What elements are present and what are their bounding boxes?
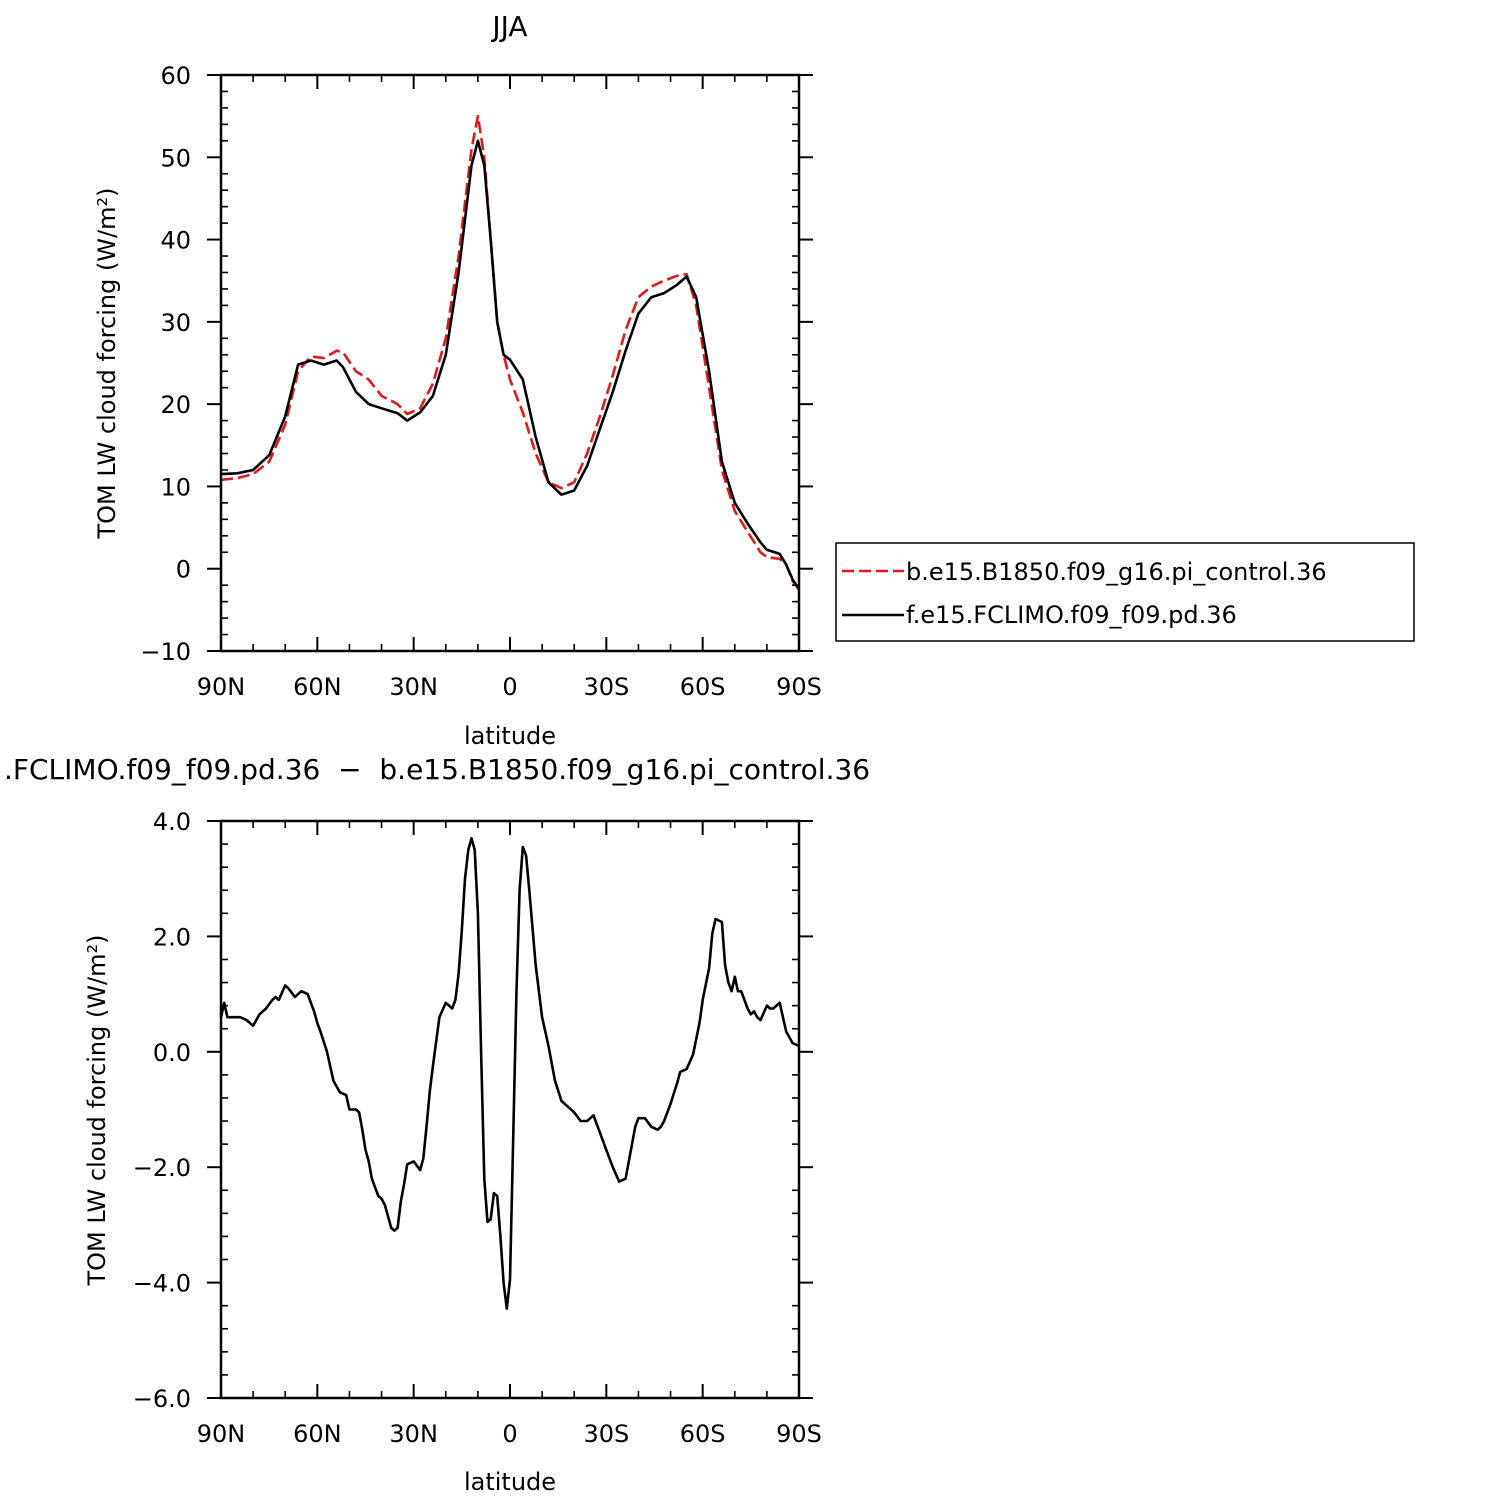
top-x-tick-label: 90S: [776, 673, 822, 701]
top-y-tick-label: 40: [160, 227, 191, 255]
bottom-series-line-0: [219, 837, 800, 1310]
top-x-tick-label: 0: [502, 673, 517, 701]
top-y-tick-label: 0: [176, 556, 191, 584]
bottom-x-axis-label: latitude: [464, 1468, 556, 1496]
top-plot-frame: [219, 73, 801, 653]
bottom-x-tick-label: 60S: [680, 1420, 726, 1448]
top-x-tick-label: 30N: [389, 673, 438, 701]
top-y-tick-label: 50: [160, 144, 191, 172]
legend-label-fclimo: f.e15.FCLIMO.f09_f09.pd.36: [906, 601, 1237, 629]
bottom-x-tick-label: 90S: [776, 1420, 822, 1448]
top-x-tick-label: 90N: [197, 673, 246, 701]
top-y-tick-label: 60: [160, 62, 191, 90]
top-series-line-0: [220, 114, 801, 591]
top-y-tick-label: 20: [160, 391, 191, 419]
top-series-line-1: [220, 139, 801, 591]
bottom-x-tick-label: 30N: [389, 1420, 438, 1448]
difference-chart-title: .FCLIMO.f09_f09.pd.36 − b.e15.B1850.f09_…: [4, 753, 870, 786]
bottom-x-tick-label: 60N: [293, 1420, 342, 1448]
bottom-plot-frame: [219, 819, 801, 1400]
top-x-tick-label: 30S: [583, 673, 629, 701]
bottom-y-tick-label: −2.0: [133, 1154, 191, 1182]
top-y-tick-label: 10: [160, 473, 191, 501]
top-y-tick-label: −10: [140, 638, 191, 666]
top-x-tick-label: 60N: [293, 673, 342, 701]
top-y-tick-label: 30: [160, 309, 191, 337]
chart-title: JJA: [490, 10, 527, 43]
bottom-x-tick-label: 0: [502, 1420, 517, 1448]
top-x-axis-label: latitude: [464, 722, 556, 750]
legend-box: [835, 542, 1415, 642]
bottom-y-tick-label: −6.0: [133, 1385, 191, 1413]
top-x-tick-label: 60S: [680, 673, 726, 701]
top-line-chart: JJA 90N 60N 30N 0 30S 60S 90S−100102030405060 …: [93, 10, 1415, 750]
bottom-x-tick-label: 90N: [197, 1420, 246, 1448]
legend-label-control: b.e15.B1850.f09_g16.pi_control.36: [906, 558, 1327, 586]
bottom-line-chart: .FCLIMO.f09_f09.pd.36 − b.e15.B1850.f09_…: [4, 753, 870, 1496]
bottom-y-tick-label: 0.0: [153, 1039, 191, 1067]
bottom-y-tick-label: 4.0: [153, 808, 191, 836]
top-axes: 90N 60N 30N 0 30S 60S 90S −10 0 10 20 30 40 50 60: [140, 62, 822, 701]
bottom-y-tick-label: −4.0: [133, 1270, 191, 1298]
top-series-group: [220, 114, 801, 591]
bottom-x-tick-label: 30S: [583, 1420, 629, 1448]
legend: b.e15.B1850.f09_g16.pi_control.36 f.e15.…: [835, 542, 1415, 642]
bottom-y-axis-label: TOM LW cloud forcing (W/m²): [83, 935, 111, 1287]
bottom-series-group: [219, 837, 800, 1310]
bottom-y-tick-label: 2.0: [153, 923, 191, 951]
top-y-axis-label: TOM LW cloud forcing (W/m²): [93, 188, 121, 540]
